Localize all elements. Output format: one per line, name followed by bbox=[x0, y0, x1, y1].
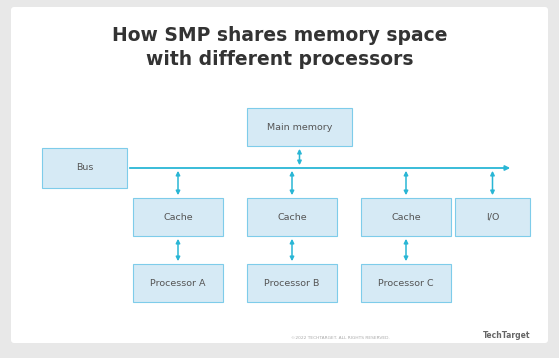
FancyBboxPatch shape bbox=[361, 198, 451, 236]
FancyBboxPatch shape bbox=[133, 264, 223, 302]
Text: Cache: Cache bbox=[163, 213, 193, 222]
FancyBboxPatch shape bbox=[247, 108, 352, 146]
Text: Processor B: Processor B bbox=[264, 279, 320, 287]
Text: ©2022 TECHTARGET. ALL RIGHTS RESERVED.: ©2022 TECHTARGET. ALL RIGHTS RESERVED. bbox=[291, 336, 390, 340]
Text: Cache: Cache bbox=[277, 213, 307, 222]
FancyBboxPatch shape bbox=[133, 198, 223, 236]
Text: Cache: Cache bbox=[391, 213, 421, 222]
Text: TechTarget: TechTarget bbox=[482, 331, 530, 340]
FancyBboxPatch shape bbox=[455, 198, 530, 236]
Text: I/O: I/O bbox=[486, 213, 499, 222]
Text: How SMP shares memory space
with different processors: How SMP shares memory space with differe… bbox=[112, 26, 447, 69]
Text: Main memory: Main memory bbox=[267, 122, 332, 131]
Text: Processor C: Processor C bbox=[378, 279, 434, 287]
Text: Bus: Bus bbox=[76, 164, 93, 173]
FancyBboxPatch shape bbox=[247, 198, 337, 236]
FancyBboxPatch shape bbox=[247, 264, 337, 302]
Text: Processor A: Processor A bbox=[150, 279, 206, 287]
FancyBboxPatch shape bbox=[11, 7, 548, 343]
FancyBboxPatch shape bbox=[361, 264, 451, 302]
FancyBboxPatch shape bbox=[42, 148, 127, 188]
